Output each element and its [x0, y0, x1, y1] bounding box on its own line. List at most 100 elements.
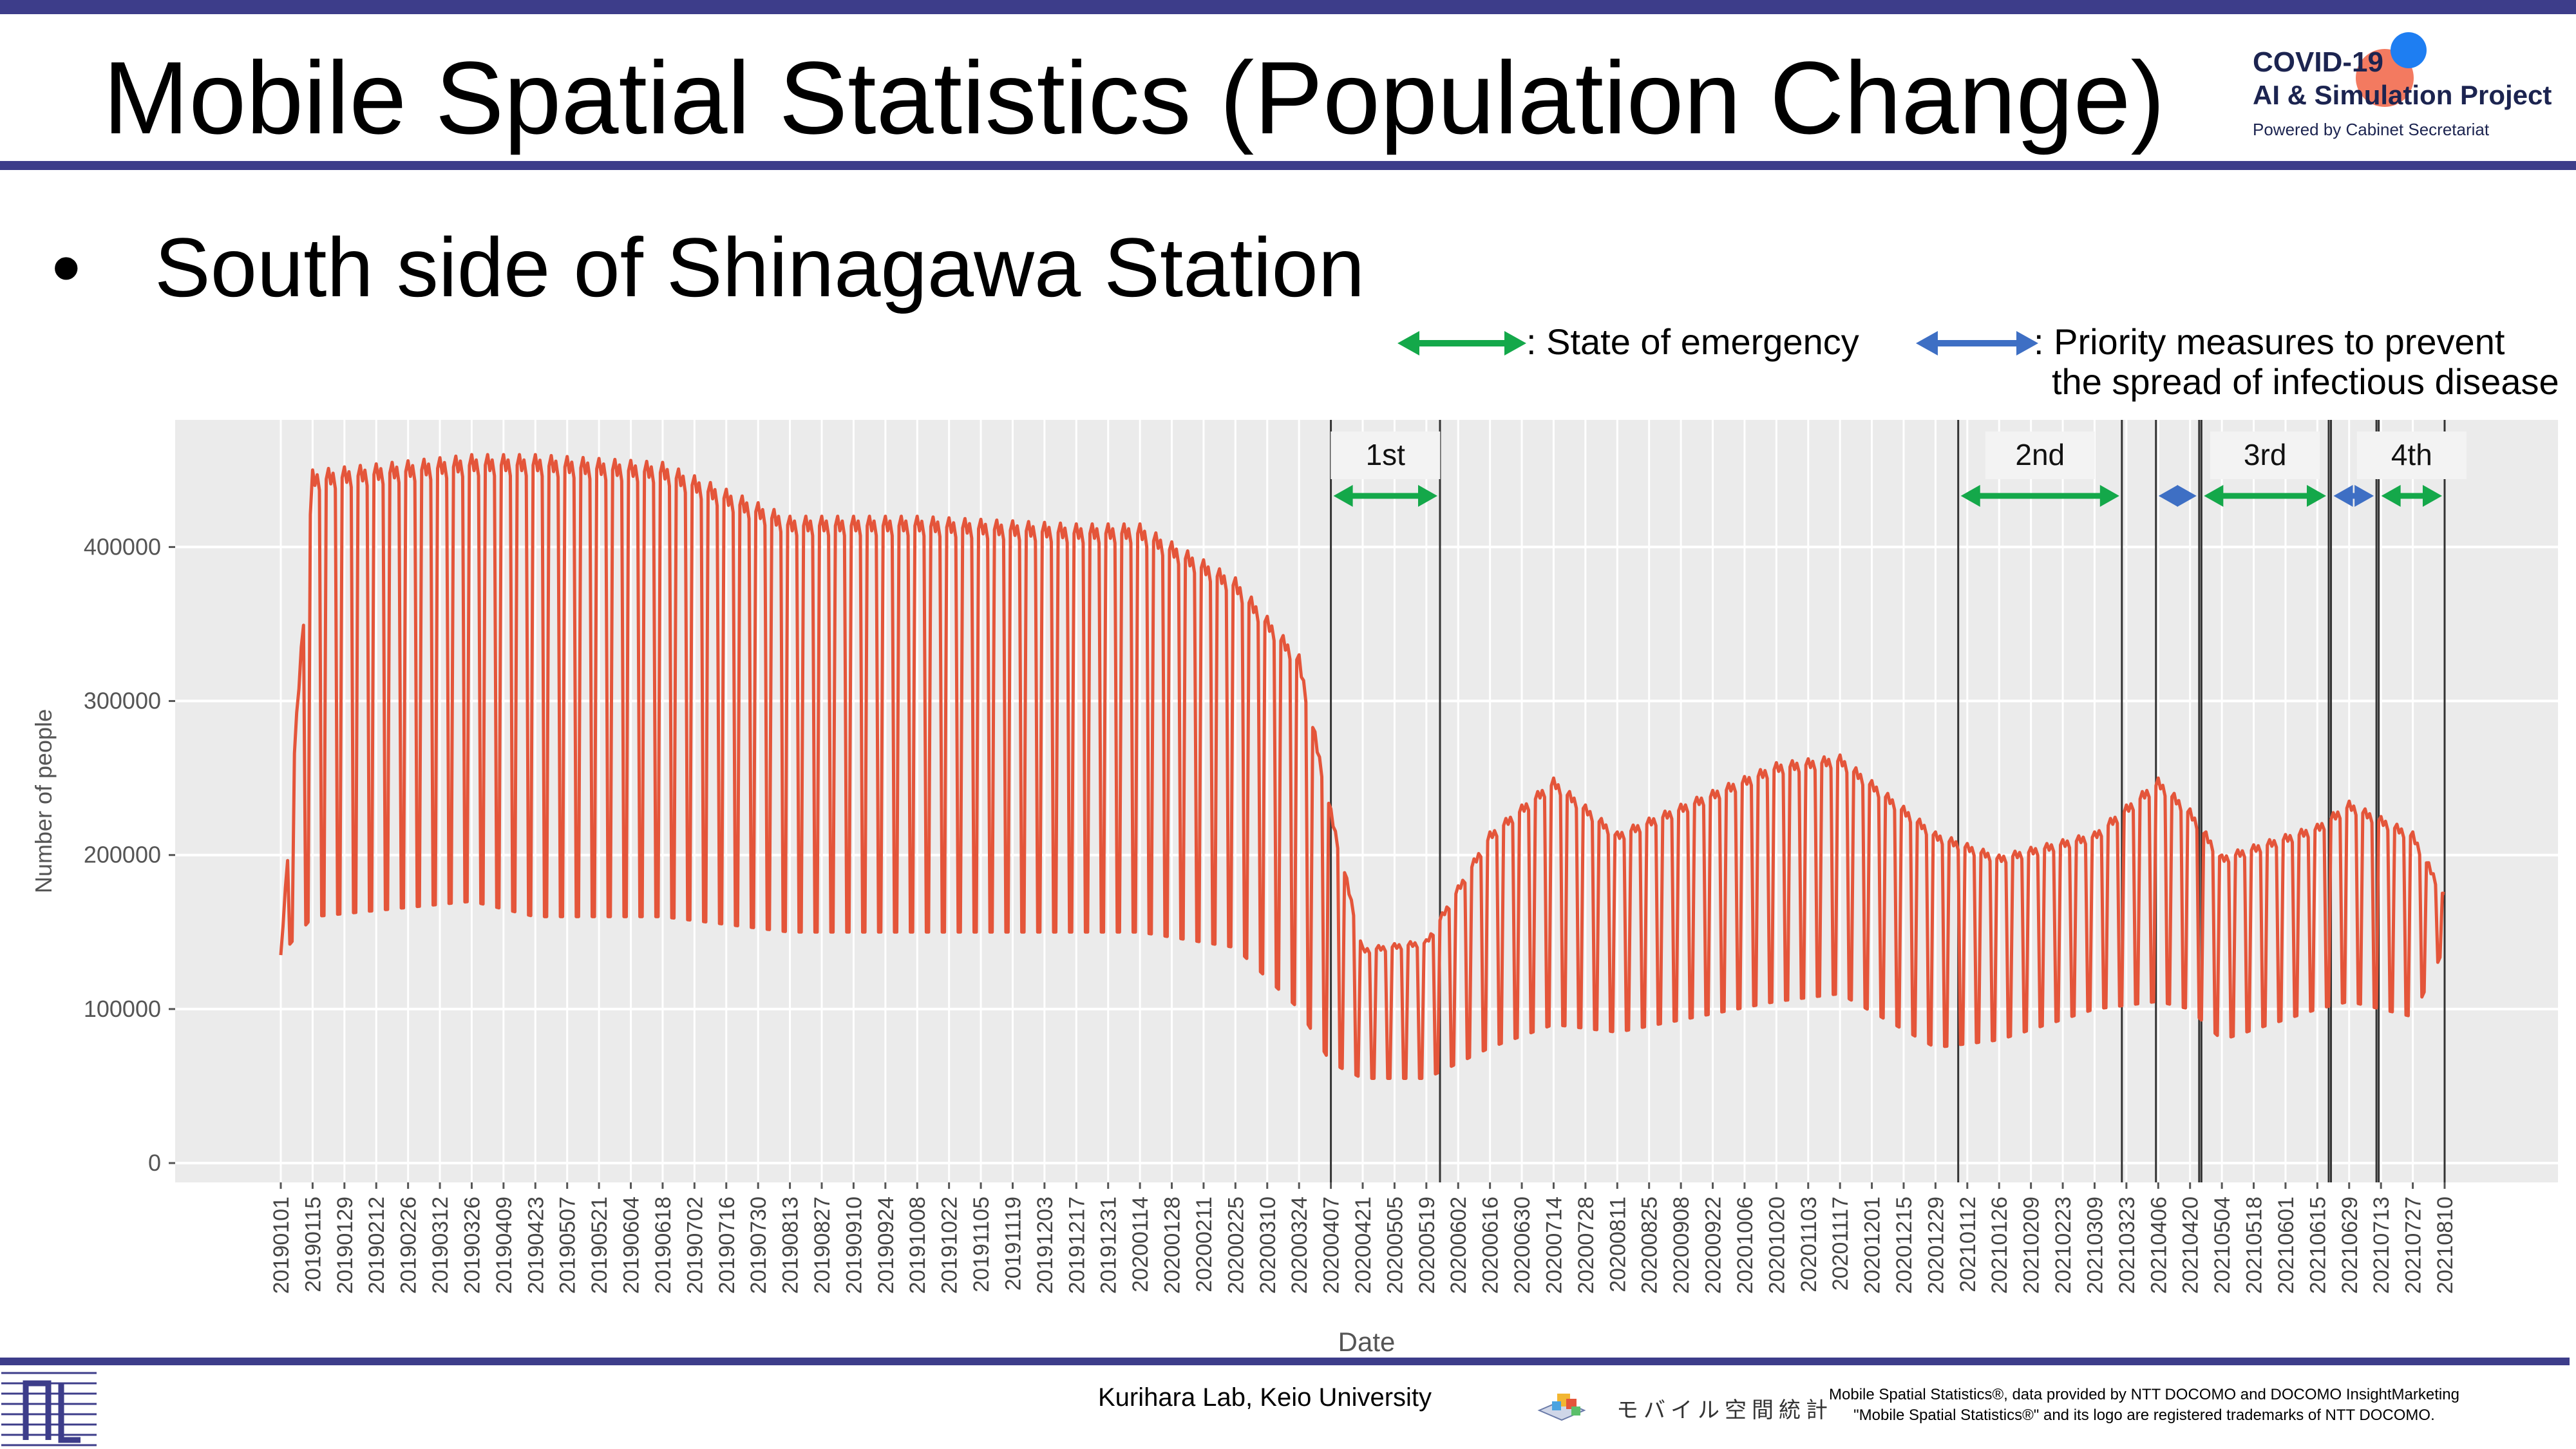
x-tick-label: 20200728 [1574, 1197, 1598, 1294]
x-tick-label: 20210629 [2338, 1197, 2362, 1294]
mobile-spatial-logo-text: モバイル空間統計 [1616, 1398, 1833, 1423]
x-tick-label: 20210727 [2401, 1197, 2426, 1294]
priority-arrow-icon [2333, 485, 2374, 507]
legend-emergency-label: : State of emergency [1526, 321, 1859, 362]
emergency-arrow-icon [2204, 485, 2326, 507]
arrow-head-left [1960, 485, 1980, 507]
grid-lines [175, 420, 2558, 1182]
x-tick-label: 20200922 [1701, 1197, 1726, 1294]
y-tick-label: 100000 [84, 996, 161, 1022]
x-tick-label: 20190521 [587, 1197, 612, 1294]
covid-project-logo: COVID-19 AI & Simulation Project Powered… [2248, 32, 2557, 149]
x-tick-label: 20200310 [1256, 1197, 1280, 1294]
arrow-head-left [2381, 485, 2401, 507]
x-tick-label: 20200616 [1479, 1197, 1503, 1294]
bullet-item: • South side of Shinagawa Station [52, 219, 1365, 316]
logo-line2: AI & Simulation Project [2253, 80, 2552, 110]
x-tick-label: 20210112 [1956, 1197, 1980, 1293]
x-tick-label: 20210420 [2179, 1197, 2203, 1294]
x-tick-label: 20210518 [2242, 1197, 2267, 1294]
x-tick-label: 20190101 [269, 1197, 294, 1294]
x-tick-label: 20200505 [1383, 1197, 1407, 1294]
x-tick-label: 20190910 [842, 1197, 866, 1294]
legend-priority-line2: the spread of infectious disease [2052, 361, 2559, 402]
x-tick-label: 20191217 [1065, 1197, 1089, 1294]
arrow-head-right [2423, 485, 2442, 507]
period-label: 4th [2391, 438, 2432, 471]
bullet-symbol: • [52, 220, 81, 314]
x-tick-label: 20200211 [1192, 1197, 1217, 1293]
arrow-head-right [2354, 485, 2374, 507]
x-tick-label: 20200519 [1415, 1197, 1439, 1294]
x-tick-label: 20190226 [397, 1197, 421, 1294]
title-rule [0, 161, 2576, 170]
bullet-text: South side of Shinagawa Station [155, 220, 1365, 314]
arrow-head-right [2099, 485, 2119, 507]
arrow-head-left [1333, 485, 1353, 507]
x-tick-label: 20190618 [651, 1197, 676, 1294]
period-label: 1st [1366, 438, 1406, 471]
arrow-head-right [2307, 485, 2326, 507]
footer-lab-credit: Kurihara Lab, Keio University [1098, 1383, 1432, 1412]
x-tick-label: 20190312 [428, 1197, 453, 1294]
x-tick-label: 20190212 [365, 1197, 389, 1294]
x-tick-label: 20210601 [2274, 1197, 2298, 1294]
y-axis: 0 100000 200000 300000 400000 [84, 533, 175, 1176]
period-label-box [1985, 431, 2095, 479]
period-label-box [2210, 431, 2320, 479]
x-tick-label: 20200825 [1638, 1197, 1662, 1294]
y-tick-label: 400000 [84, 533, 161, 560]
x-tick-label: 20210126 [1987, 1197, 2012, 1294]
x-tick-label: 20210323 [2115, 1197, 2139, 1294]
arrow-head-left [2204, 485, 2224, 507]
period-label: 2nd [2015, 438, 2065, 471]
x-tick-label: 20191119 [1001, 1197, 1025, 1291]
period-label-box [2356, 431, 2467, 479]
x-tick-label: 20190827 [810, 1197, 835, 1294]
y-tick-label: 300000 [84, 688, 161, 714]
x-axis: 20190101 20190115 20190129 20190212 20190226… [269, 1182, 2458, 1294]
x-tick-label: 20201201 [1861, 1197, 1885, 1294]
footer-rule [0, 1358, 2570, 1365]
x-tick-label: 20210209 [2020, 1197, 2044, 1294]
priority-arrow-icon [2158, 485, 2197, 507]
logo-line3: Powered by Cabinet Secretariat [2253, 120, 2490, 139]
footer-note-line2: "Mobile Spatial Statistics®" and its log… [1853, 1406, 2435, 1424]
x-tick-label: 20210406 [2146, 1197, 2171, 1294]
top-accent-bar [0, 0, 2576, 14]
x-axis-label: Date [1338, 1327, 1396, 1357]
x-tick-label: 20210713 [2369, 1197, 2394, 1294]
footer-trademark-note: Mobile Spatial Statistics®, data provide… [1829, 1385, 2459, 1426]
emergency-arrow-icon [1960, 485, 2119, 507]
logo-line1: COVID-19 [2253, 46, 2383, 78]
y-tick-label: 0 [148, 1150, 161, 1176]
period-label-box [1331, 431, 1441, 479]
period-label: 3rd [2244, 438, 2286, 471]
x-tick-label: 20210309 [2083, 1197, 2107, 1294]
x-tick-label: 20191203 [1033, 1197, 1057, 1294]
x-tick-label: 20201103 [1797, 1197, 1821, 1293]
mobile-spatial-logo: モバイル空間統計 [1533, 1378, 1828, 1430]
x-tick-label: 20190813 [779, 1197, 803, 1294]
x-tick-label: 20190326 [460, 1197, 484, 1294]
x-tick-label: 20210810 [2433, 1197, 2458, 1294]
x-tick-label: 20201117 [1828, 1197, 1853, 1291]
emergency-arrow-icon [1333, 485, 1437, 507]
arrow-head-right [1418, 485, 1437, 507]
x-tick-label: 20200128 [1160, 1197, 1185, 1294]
x-tick-label: 20210504 [2210, 1197, 2235, 1294]
population-series-line [279, 453, 2445, 1080]
x-tick-label: 20201215 [1892, 1197, 1917, 1294]
x-tick-label: 20191231 [1097, 1197, 1121, 1294]
x-tick-label: 20190716 [715, 1197, 739, 1294]
x-tick-label: 20190423 [524, 1197, 548, 1294]
x-tick-label: 20200602 [1446, 1197, 1471, 1294]
y-axis-label: Number of people [30, 709, 57, 893]
keio-lab-logo-icon [1, 1372, 97, 1446]
logo-blue-dot [2391, 32, 2427, 68]
x-tick-label: 20190507 [556, 1197, 580, 1294]
x-tick-label: 20201006 [1733, 1197, 1757, 1294]
x-tick-label: 20190409 [492, 1197, 516, 1294]
x-tick-label: 20200114 [1128, 1197, 1153, 1293]
x-tick-label: 20191105 [969, 1197, 994, 1293]
